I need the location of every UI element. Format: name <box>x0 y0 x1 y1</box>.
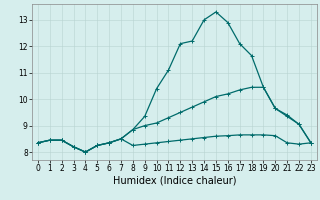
X-axis label: Humidex (Indice chaleur): Humidex (Indice chaleur) <box>113 176 236 186</box>
